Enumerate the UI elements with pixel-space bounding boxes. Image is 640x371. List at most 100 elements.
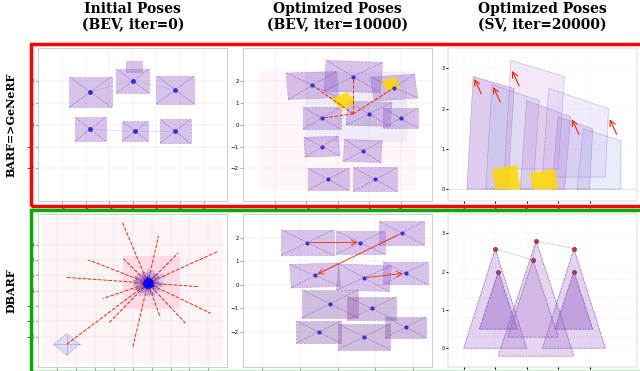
Polygon shape [134, 269, 159, 289]
Point [139, 281, 149, 287]
Point [142, 280, 152, 286]
Polygon shape [508, 260, 558, 337]
Polygon shape [337, 264, 392, 292]
Point [140, 279, 150, 285]
Point [142, 280, 152, 286]
Point [145, 280, 155, 286]
Polygon shape [116, 69, 149, 93]
Point [140, 279, 150, 285]
Polygon shape [289, 263, 340, 288]
Point [143, 282, 153, 288]
Point [146, 280, 156, 286]
Point [143, 279, 153, 285]
Point [143, 279, 154, 285]
Polygon shape [53, 334, 80, 355]
Polygon shape [133, 271, 159, 291]
Point [145, 282, 155, 288]
Polygon shape [286, 72, 339, 99]
Polygon shape [467, 76, 514, 189]
FancyBboxPatch shape [42, 217, 223, 364]
Polygon shape [160, 119, 191, 143]
Polygon shape [296, 321, 341, 343]
Point [143, 281, 153, 287]
Point [142, 279, 152, 285]
Polygon shape [353, 167, 397, 191]
Point [145, 281, 155, 287]
Polygon shape [336, 231, 385, 254]
Point [143, 278, 153, 284]
Polygon shape [122, 121, 148, 141]
Text: Optimized Poses
(SV, iter=20000): Optimized Poses (SV, iter=20000) [478, 2, 607, 32]
Point [141, 280, 152, 286]
Point [142, 280, 152, 286]
Polygon shape [132, 272, 157, 293]
Point [147, 282, 157, 288]
Point [142, 280, 152, 286]
Polygon shape [371, 74, 418, 101]
Polygon shape [138, 276, 163, 297]
Point [147, 279, 157, 285]
Point [141, 283, 151, 289]
Polygon shape [543, 89, 609, 177]
Text: BARF=>GeNeRF: BARF=>GeNeRF [5, 73, 16, 177]
Polygon shape [338, 324, 390, 349]
Polygon shape [135, 275, 157, 288]
Point [143, 282, 153, 288]
Point [146, 279, 156, 285]
Point [143, 280, 154, 286]
Point [143, 282, 153, 288]
Point [143, 282, 154, 288]
Polygon shape [141, 275, 158, 292]
Polygon shape [135, 275, 157, 289]
Point [143, 280, 153, 286]
Point [141, 280, 152, 286]
Polygon shape [346, 101, 392, 127]
Point [147, 282, 157, 288]
Point [138, 280, 148, 286]
FancyBboxPatch shape [306, 72, 407, 142]
Point [146, 280, 156, 286]
Polygon shape [125, 61, 142, 72]
Point [143, 280, 153, 286]
Polygon shape [133, 278, 157, 295]
Point [143, 279, 153, 285]
Text: Initial Poses
(BEV, iter=0): Initial Poses (BEV, iter=0) [81, 2, 184, 32]
Point [143, 279, 154, 285]
Text: DBARF: DBARF [5, 269, 16, 313]
Point [143, 280, 153, 286]
Point [145, 279, 156, 285]
Point [143, 278, 154, 284]
Point [141, 279, 151, 285]
Polygon shape [136, 279, 161, 296]
Polygon shape [308, 168, 349, 190]
Polygon shape [140, 276, 161, 296]
Polygon shape [69, 77, 111, 107]
Point [144, 282, 154, 288]
Polygon shape [134, 273, 155, 293]
Point [143, 280, 154, 286]
Polygon shape [301, 290, 358, 318]
Polygon shape [383, 108, 418, 128]
Polygon shape [303, 107, 340, 129]
Point [143, 282, 153, 288]
Point [145, 282, 155, 288]
Point [142, 282, 152, 288]
Point [141, 279, 151, 285]
Polygon shape [281, 230, 334, 256]
Polygon shape [383, 262, 428, 285]
Polygon shape [75, 117, 106, 141]
Polygon shape [156, 76, 194, 104]
Point [143, 279, 154, 285]
Point [141, 280, 151, 286]
Point [143, 277, 154, 283]
Polygon shape [504, 60, 564, 169]
FancyBboxPatch shape [259, 70, 416, 190]
Point [143, 280, 154, 286]
Polygon shape [499, 241, 574, 356]
Polygon shape [486, 85, 540, 189]
Point [142, 282, 152, 288]
Polygon shape [379, 221, 424, 245]
Point [143, 279, 154, 285]
Polygon shape [135, 274, 157, 295]
Point [141, 279, 152, 285]
